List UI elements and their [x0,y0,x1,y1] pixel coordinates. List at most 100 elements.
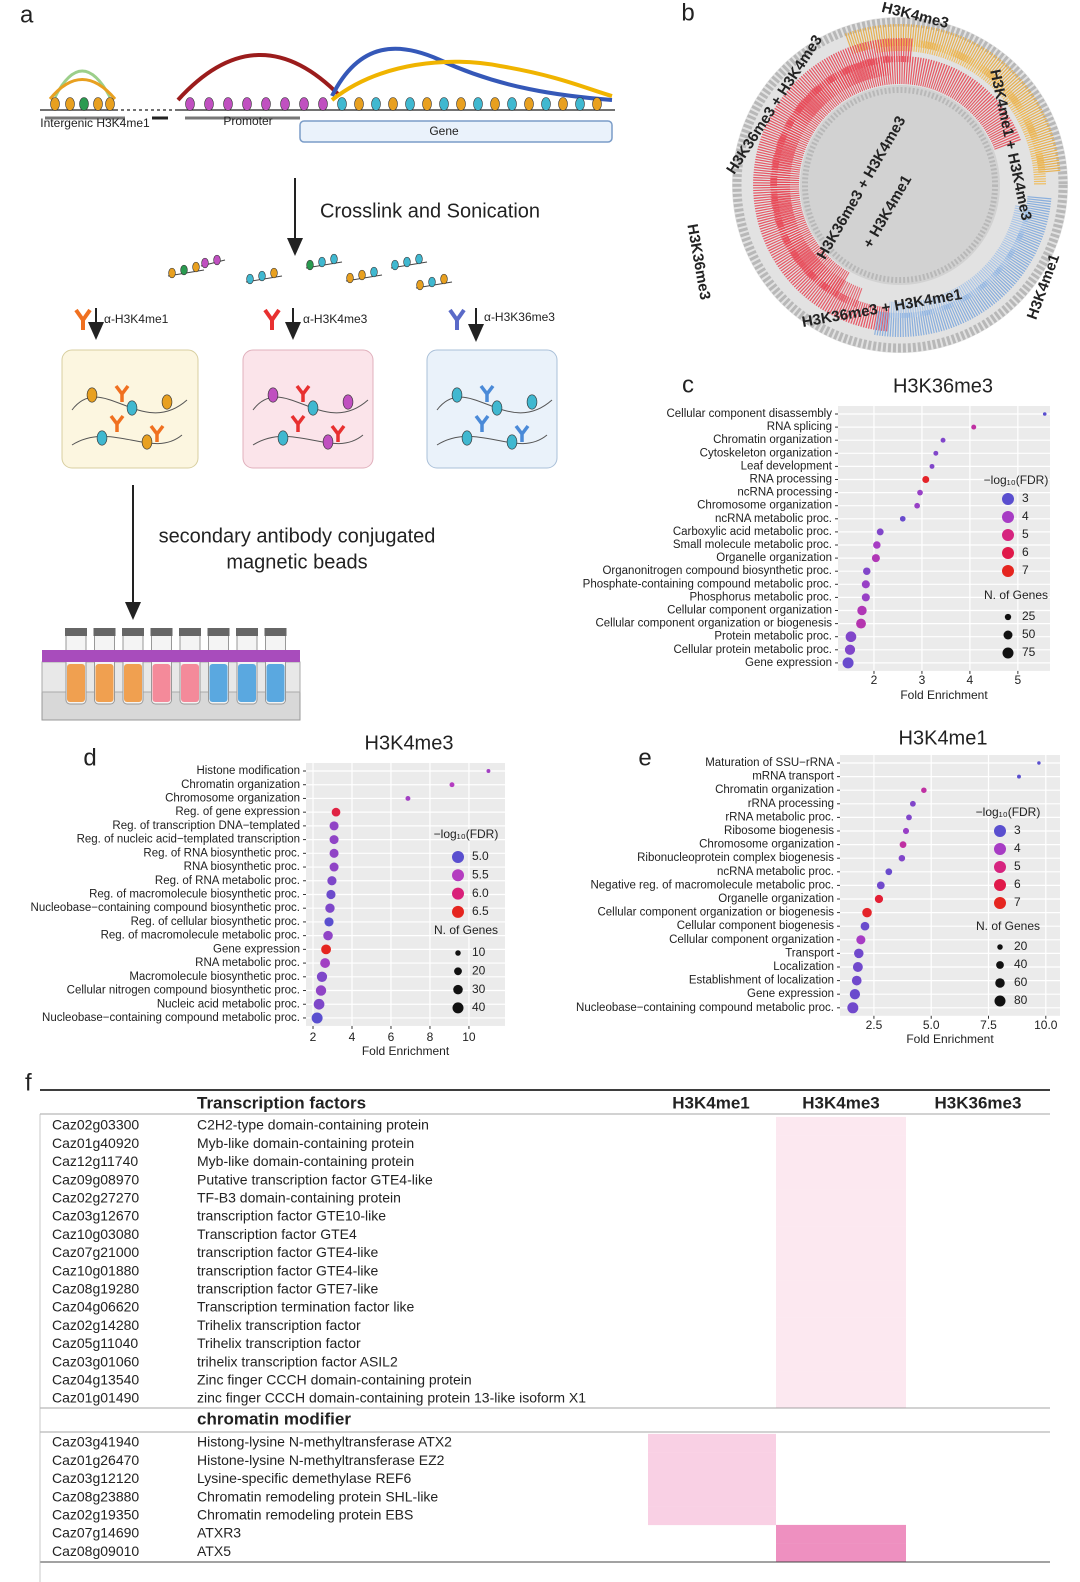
dot [899,841,907,848]
signal-curve [53,69,112,98]
dot [906,814,912,821]
tube-liquid [209,664,228,702]
dot [921,787,927,793]
antibody [330,424,346,442]
region-label: Intergenic H3K4me1 [40,116,150,130]
edge-bundle [888,205,1031,318]
plot-background [838,406,1050,671]
dot [847,1002,859,1014]
category-label: Reg. of macromolecule metabolic proc. [101,930,300,942]
legend-size [997,944,1003,950]
dna-strand [252,434,364,446]
network-nodes [732,17,1068,353]
dot [329,821,339,831]
nucleosome [267,387,279,403]
panel-letter: f [25,1069,32,1096]
dot [329,848,339,858]
category-label: ncRNA metabolic proc. [715,513,832,525]
nucleosome [391,259,399,271]
legend-size [1004,613,1012,621]
category-label: mRNA transport [752,771,835,783]
gene-id: Caz07g21000 [52,1244,139,1260]
network-nodes [802,87,998,283]
category-label: RNA metabolic proc. [195,957,300,969]
tube-cap [65,628,87,636]
legend-title: −log₁₀(FDR) [976,805,1041,819]
category-label: Macromolecule biosynthetic proc. [129,971,300,983]
nucleosome [506,434,518,450]
gene-name: Trihelix transcription factor [197,1335,361,1351]
x-tick-label: 2 [871,673,878,687]
legend-label: 40 [1014,957,1028,971]
legend-label: 60 [1014,975,1028,989]
x-tick-label: 7.5 [980,1018,997,1032]
legend-swatch [1002,511,1014,523]
dot [852,962,863,972]
dot [311,1012,323,1024]
gene-id: Caz02g03300 [52,1117,139,1133]
gene-id: Caz10g01880 [52,1262,139,1278]
gene-id: Caz04g06620 [52,1299,139,1315]
antibody [263,308,281,330]
gene-id: Caz01g40920 [52,1135,139,1151]
legend-swatch [452,869,464,882]
nucleosome [440,273,448,285]
category-label: Leaf development [741,460,833,472]
gene-name: transcription factor GTE10-like [197,1208,386,1224]
mark-cell [776,1280,906,1300]
gene-id: Caz04g13540 [52,1372,139,1388]
category-label: Gene expression [745,657,832,669]
legend-swatch [994,879,1006,891]
category-label: Carboxylic acid metabolic proc. [673,526,832,538]
gene-name: Zinc finger CCCH domain-containing prote… [197,1372,472,1388]
gene-name: transcription factor GTE7-like [197,1281,378,1297]
nucleosome [270,267,278,279]
legend-size [996,961,1004,969]
nucleosome [403,256,411,268]
category-label: Reg. of RNA metabolic proc. [155,875,300,887]
panel-letter: a [20,1,34,28]
dot [899,515,906,522]
antibody-label: α-H3K4me1 [104,312,169,326]
nucleosome [258,270,266,282]
category-label: ncRNA processing [737,487,832,499]
dot [902,827,910,835]
gene-name: Chromatin remodeling protein SHL-like [197,1488,438,1504]
mark-cell [776,1389,906,1409]
gene-id: Caz03g12120 [52,1470,139,1486]
tube-cap [93,628,116,636]
tube-cap [207,628,230,636]
legend-title: N. of Genes [434,923,498,937]
x-axis-label: Fold Enrichment [900,688,988,702]
gene-name: Histong-lysine N-methyltransferase ATX2 [197,1434,452,1450]
category-label: Reg. of RNA biosynthetic proc. [143,847,300,859]
nucleosome [354,97,364,111]
x-tick-label: 10.0 [1034,1018,1058,1032]
edge-bundle [844,24,1061,173]
nucleosome [168,267,176,279]
dot [929,463,935,469]
gene-name: transcription factor GTE4-like [197,1262,378,1278]
legend-label: 5 [1014,859,1021,873]
nucleosome [346,272,354,284]
step-label: magnetic beads [226,551,367,573]
category-label: rRNA metabolic proc. [725,811,834,823]
step-label: Crosslink and Sonication [320,200,540,222]
antibody [114,384,130,402]
legend-title: N. of Genes [984,588,1048,602]
antibody [514,424,530,442]
mark-cell [776,1171,906,1190]
nucleosome [307,400,319,416]
rack-top [42,650,300,662]
gene-id: Caz01g01490 [52,1390,139,1406]
legend-label: 6 [1014,877,1021,891]
category-label: Ribonucleoprotein complex biogenesis [637,852,834,864]
tube-cap [122,628,144,636]
nucleosome [526,394,538,410]
mark-cell [776,1335,906,1354]
nucleosome [342,394,354,410]
network-core [808,93,992,277]
dot [449,782,455,788]
